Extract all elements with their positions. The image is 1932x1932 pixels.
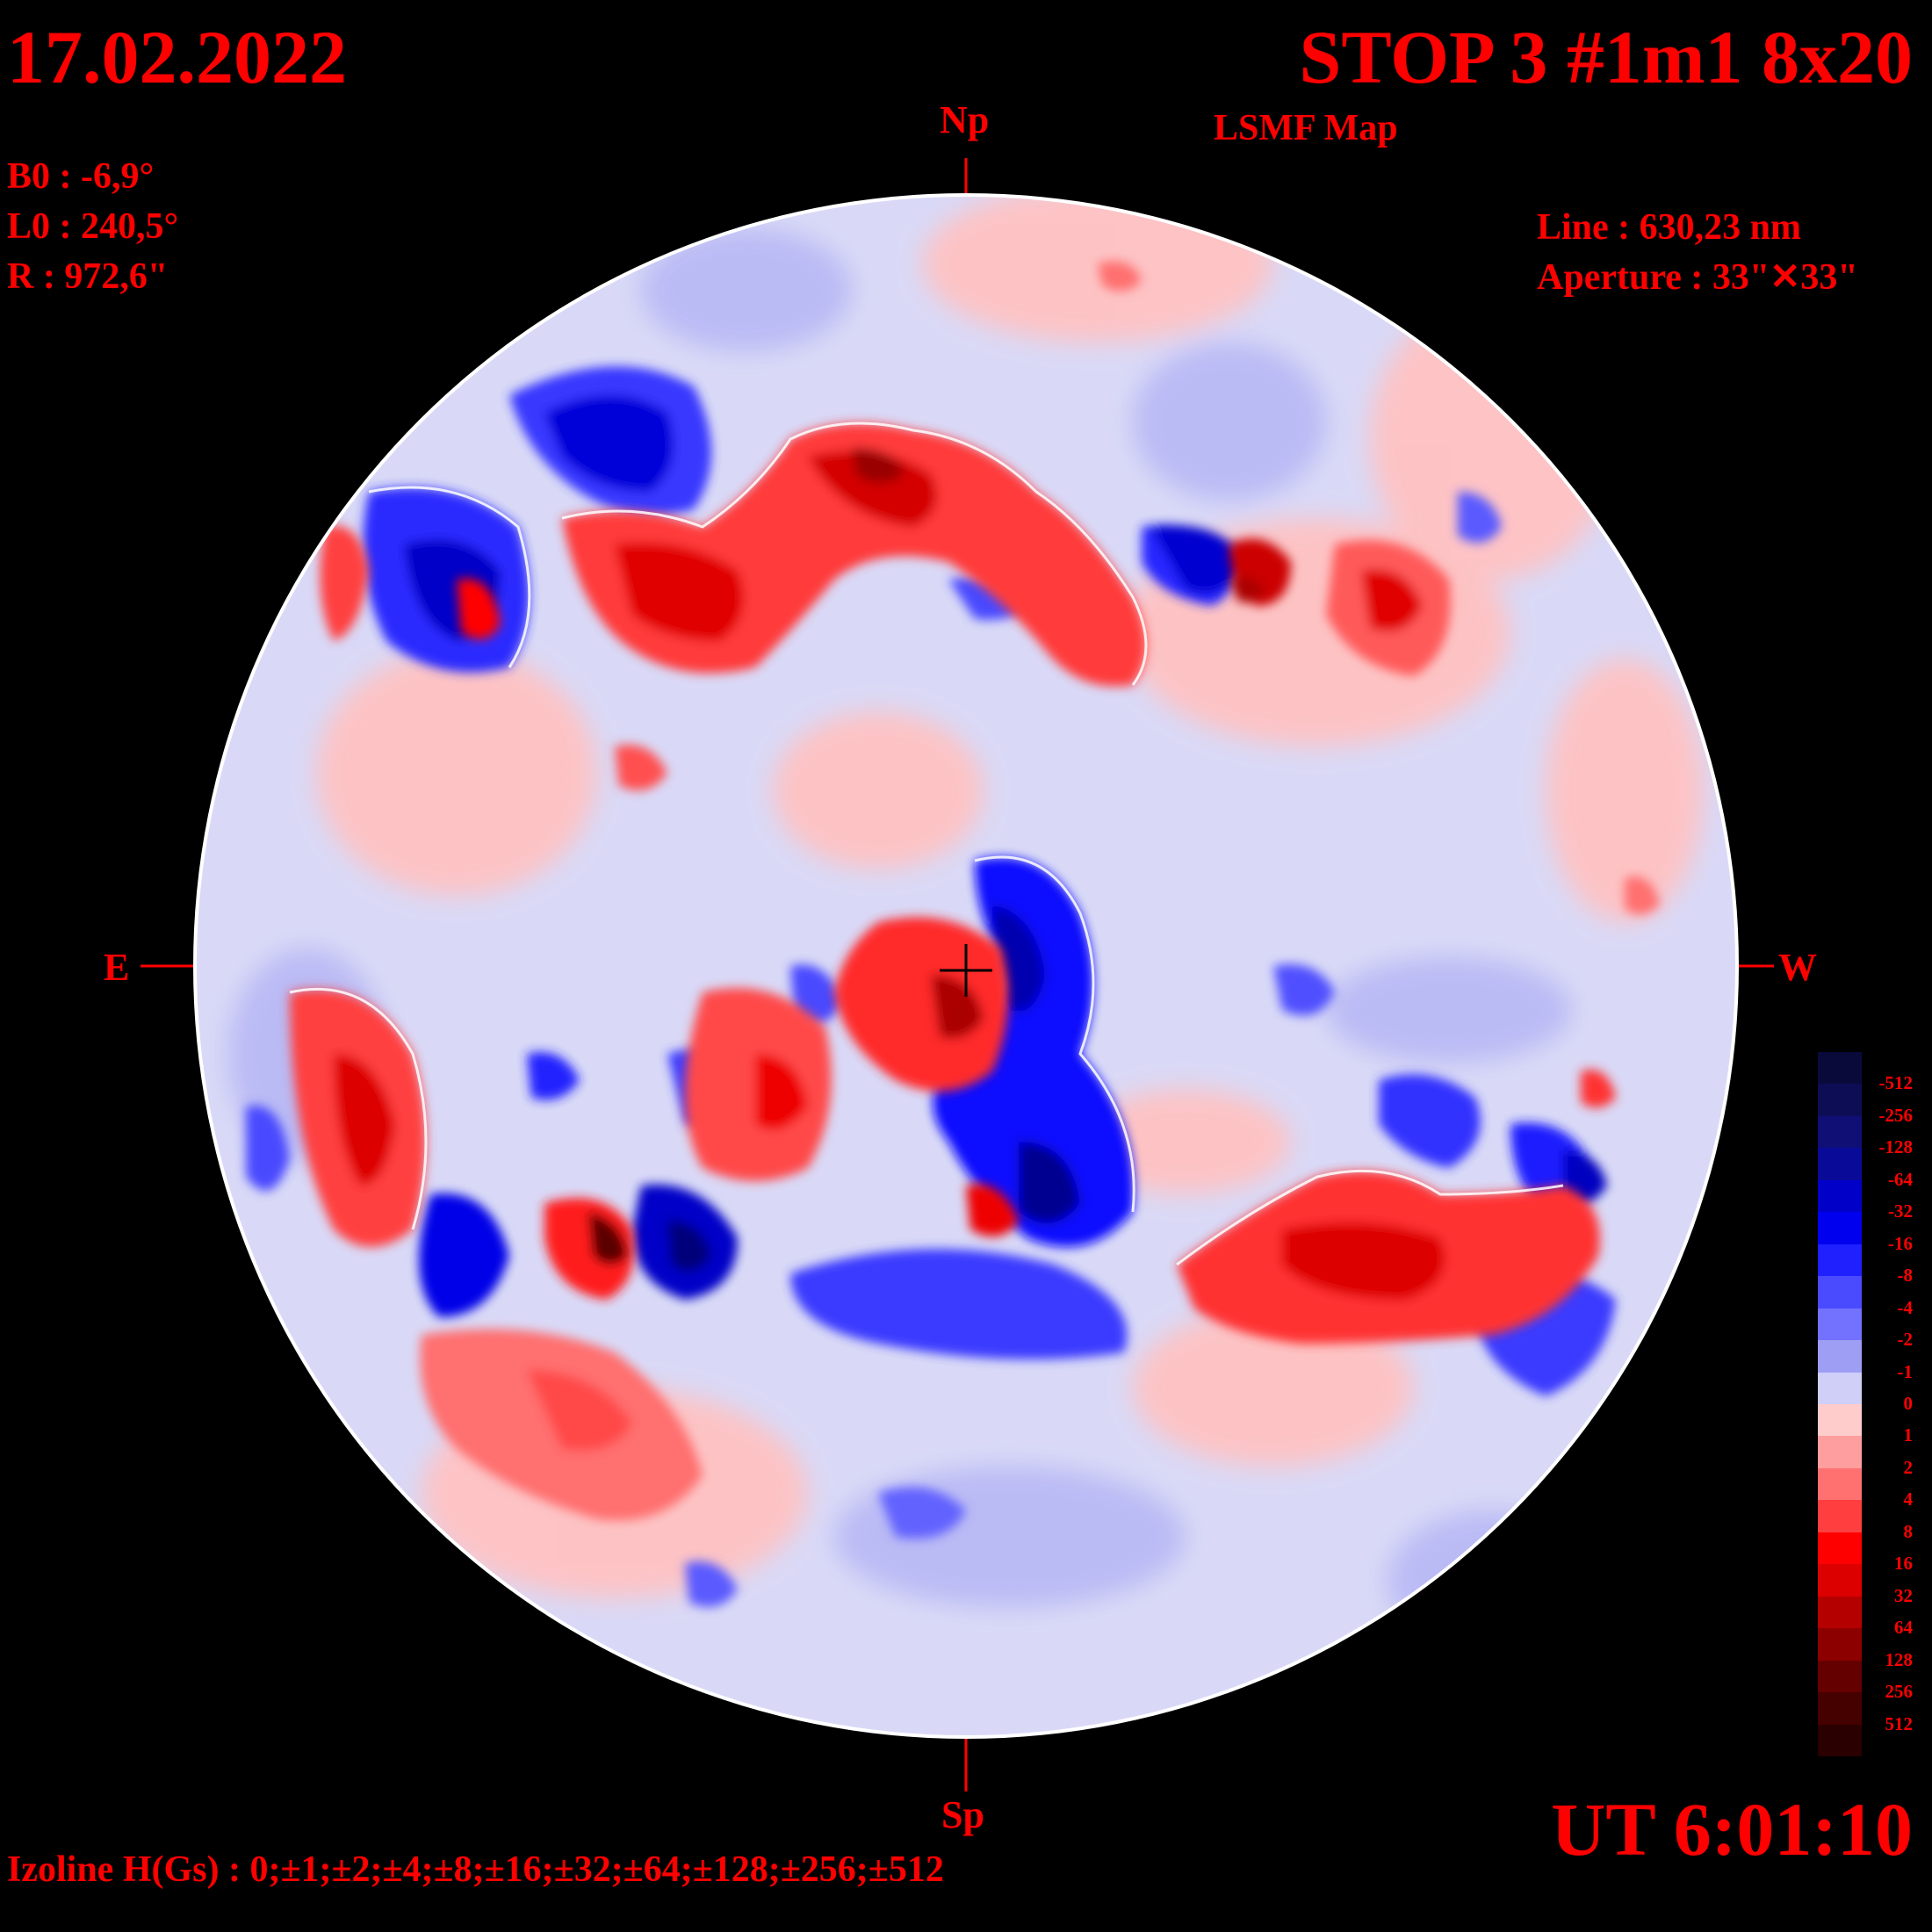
west-label: W <box>1778 946 1817 989</box>
colorbar-tick-label: -2 <box>1897 1329 1914 1351</box>
zero-isolines <box>289 422 1564 1266</box>
colorbar-swatch <box>1818 1532 1862 1565</box>
colorbar-swatch <box>1818 1564 1862 1597</box>
colorbar-tick-label: 8 <box>1903 1520 1914 1542</box>
east-label: E <box>104 946 130 989</box>
colorbar-tick-label: 2 <box>1903 1456 1914 1478</box>
date-label: 17.02.2022 <box>7 15 347 99</box>
colorbar-tick-label: -8 <box>1897 1265 1914 1287</box>
map-subtitle: LSMF Map <box>1214 108 1398 148</box>
colorbar-tick-label: -128 <box>1878 1136 1914 1158</box>
colorbar-tick-label: 256 <box>1885 1681 1914 1703</box>
line-parameter: Line : 630,23 nm <box>1537 207 1802 248</box>
colorbar-swatch <box>1818 1596 1862 1629</box>
colorbar-labels: -512 -256 -128 -64 -32 -16 -8 -4 -2 -1 0 1 2 4 8 16 32 64… <box>1834 1052 1914 1756</box>
colorbar-tick-label: 4 <box>1903 1489 1914 1510</box>
radius-parameter: R : 972,6" <box>7 256 169 297</box>
colorbar-tick-label: 128 <box>1885 1648 1914 1670</box>
colorbar-swatch <box>1818 1436 1862 1468</box>
isoline-legend: Izoline H(Gs) : 0;±1;±2;±4;±8;±16;±32;±6… <box>7 1849 944 1890</box>
colorbar-swatch <box>1818 1148 1862 1180</box>
colorbar <box>1818 1052 1862 1756</box>
south-pole-label: Sp <box>941 1793 984 1836</box>
colorbar-swatch <box>1818 1052 1862 1085</box>
colorbar-tick-label: -16 <box>1888 1232 1913 1254</box>
colorbar-tick-label: -64 <box>1888 1168 1913 1190</box>
colorbar-swatch <box>1818 1372 1862 1404</box>
colorbar-tick-label: 1 <box>1903 1424 1914 1446</box>
b0-parameter: B0 : -6,9° <box>7 156 155 197</box>
aperture-parameter: Aperture : 33"✕33" <box>1537 257 1858 298</box>
colorbar-swatch <box>1818 1628 1862 1661</box>
colorbar-swatch <box>1818 1212 1862 1244</box>
colorbar-tick-label: -1 <box>1897 1360 1914 1382</box>
colorbar-tick-label: 0 <box>1903 1393 1914 1414</box>
colorbar-swatch <box>1818 1244 1862 1277</box>
colorbar-swatch <box>1818 1660 1862 1693</box>
colorbar-tick-label: -512 <box>1878 1072 1914 1094</box>
l0-parameter: L0 : 240,5° <box>7 206 179 247</box>
center-cross-icon <box>940 944 992 997</box>
colorbar-swatch <box>1818 1308 1862 1341</box>
colorbar-swatch <box>1818 1276 1862 1308</box>
axis-ticks <box>141 158 1774 1791</box>
map-title: STOP 3 #1m1 8x20 <box>1299 15 1913 99</box>
colorbar-swatch <box>1818 1467 1862 1501</box>
colorbar-swatch <box>1818 1724 1862 1756</box>
colorbar-tick-label: -256 <box>1878 1104 1914 1126</box>
colorbar-tick-label: 16 <box>1894 1553 1913 1575</box>
colorbar-swatch <box>1818 1403 1862 1437</box>
positive-regions <box>290 261 1660 1521</box>
colorbar-tick-label: -32 <box>1888 1200 1913 1222</box>
colorbar-swatch <box>1818 1692 1862 1725</box>
colorbar-tick-label: 512 <box>1885 1712 1914 1734</box>
ut-time: UT 6:01:10 <box>1551 1787 1913 1871</box>
colorbar-swatch <box>1818 1084 1862 1116</box>
north-pole-label: Np <box>940 98 990 141</box>
colorbar-swatch <box>1818 1115 1862 1149</box>
colorbar-tick-label: 64 <box>1894 1617 1913 1639</box>
colorbar-tick-label: -4 <box>1897 1296 1914 1318</box>
colorbar-swatch <box>1818 1179 1862 1213</box>
colorbar-swatch <box>1818 1500 1862 1532</box>
colorbar-swatch <box>1818 1340 1862 1373</box>
colorbar-tick-label: 32 <box>1894 1584 1913 1606</box>
